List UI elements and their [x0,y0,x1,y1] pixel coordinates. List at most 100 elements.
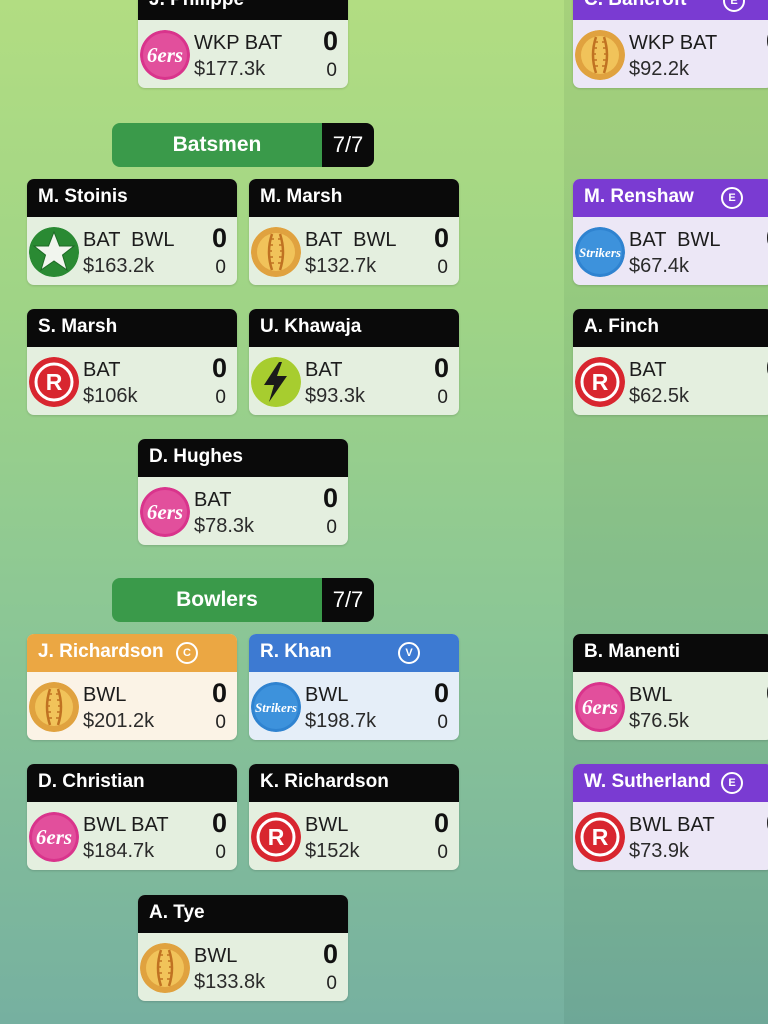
player-points: 0 [211,223,227,253]
player-price: $177.3k [194,58,266,80]
player-price: $163.2k [83,255,155,277]
player-points: 0 [766,223,768,254]
player-name: D. Christian [27,764,237,802]
player-role: BWL BAT [629,814,715,836]
strikers-icon [575,227,625,277]
ball-icon [140,943,190,993]
player-role: BWL [305,814,349,836]
player-points: 0 [433,808,449,838]
player-points: 0 [766,26,768,57]
player-card-krichardson[interactable]: K. Richardson BWL $152k 0 0 [249,764,459,870]
player-name: K. Richardson [249,764,459,802]
player-name: D. Hughes [138,439,348,477]
player-card-khawaja[interactable]: U. Khawaja BAT $93.3k 0 0 [249,309,459,415]
player-points: 0 [433,353,449,383]
player-price: $133.8k [194,971,266,993]
player-points: 0 [433,223,449,253]
player-points: 0 [211,353,227,383]
player-card-hughes[interactable]: D. Hughes BAT $78.3k 0 0 [138,439,348,545]
player-card-tye[interactable]: A. Tye BWL $133.8k 0 0 [138,895,348,1001]
player-name: A. Tye [138,895,348,933]
player-points: 0 [211,808,227,838]
player-card-finch[interactable]: A. Finch BAT $62.5k 0 0 [573,309,768,415]
player-sub-points: 0 [326,60,337,81]
player-price: $201.2k [83,710,155,732]
sixers-icon [140,30,190,80]
ball-icon [29,682,79,732]
player-price: $78.3k [194,515,255,537]
player-role: BWL BAT [83,814,169,836]
player-sub-points: 0 [215,387,226,408]
player-name: W. Sutherland E [573,764,768,802]
player-card-khan[interactable]: R. Khan V BWL $198.7k 0 0 [249,634,459,740]
player-card-mmarsh[interactable]: M. Marsh BAT BWL $132.7k 0 0 [249,179,459,285]
player-role: BAT [629,359,667,381]
player-role: BAT [305,359,343,381]
sixers-icon [29,812,79,862]
player-sub-points: 0 [437,712,448,733]
player-name: C. BancroftE [573,0,768,20]
emergency-badge: E [721,772,743,794]
section-count: 7/7 [322,578,374,622]
player-role: BAT [194,489,232,511]
player-card-manenti[interactable]: B. Manenti BWL $76.5k 0 0 [573,634,768,740]
player-role: BWL [305,684,349,706]
renegades-icon [575,812,625,862]
emergency-badge: E [721,187,743,209]
player-card-jrichardson[interactable]: J. Richardson C BWL $201.2k 0 0 [27,634,237,740]
player-price: $184.7k [83,840,155,862]
player-points: 0 [322,26,338,56]
player-card-stoinis[interactable]: M. Stoinis BAT BWL $163.2k 0 0 [27,179,237,285]
player-role: BAT BWL [629,229,721,251]
player-sub-points: 0 [437,387,448,408]
player-role: BAT BWL [83,229,175,251]
player-points: 0 [322,483,338,513]
section-title: Batsmen [112,123,322,167]
player-price: $92.2k [629,58,690,80]
strikers-icon [251,682,301,732]
player-name: A. Finch [573,309,768,347]
player-name: J. Philippe [138,0,348,20]
player-price: $198.7k [305,710,377,732]
player-sub-points: 0 [326,973,337,994]
sixers-icon [140,487,190,537]
vice-captain-badge: V [398,642,420,664]
player-points: 0 [766,678,768,709]
player-sub-points: 0 [326,517,337,538]
player-name: J. Richardson C [27,634,237,672]
player-price: $106k [83,385,138,407]
player-points: 0 [766,808,768,839]
player-price: $132.7k [305,255,377,277]
section-title: Bowlers [112,578,322,622]
sixers-icon [575,682,625,732]
player-sub-points: 0 [437,842,448,863]
player-price: $76.5k [629,710,690,732]
renegades-icon [251,812,301,862]
batsmen-section-header: Batsmen 7/7 [112,123,374,167]
emergency-panel [564,0,768,1024]
player-role: WKP BAT [194,32,283,54]
player-price: $62.5k [629,385,690,407]
player-price: $67.4k [629,255,690,277]
player-name: S. Marsh [27,309,237,347]
player-sub-points: 0 [215,257,226,278]
player-card-philippe[interactable]: J. Philippe WKP BAT $177.3k 0 0 [138,0,348,88]
ball-icon [575,30,625,80]
player-card-smarsh[interactable]: S. Marsh BAT $106k 0 0 [27,309,237,415]
player-card-christian[interactable]: D. Christian BWL BAT $184.7k 0 0 [27,764,237,870]
renegades-icon [29,357,79,407]
player-points: 0 [433,678,449,708]
thunder-icon [251,357,301,407]
player-price: $93.3k [305,385,366,407]
section-count: 7/7 [322,123,374,167]
renegades-icon [575,357,625,407]
player-points: 0 [211,678,227,708]
player-card-bancroft[interactable]: C. BancroftE WKP BAT $92.2k 0 0 [573,0,768,88]
player-role: BAT BWL [305,229,397,251]
player-sub-points: 0 [215,842,226,863]
player-points: 0 [322,939,338,969]
player-price: $152k [305,840,360,862]
player-name: U. Khawaja [249,309,459,347]
